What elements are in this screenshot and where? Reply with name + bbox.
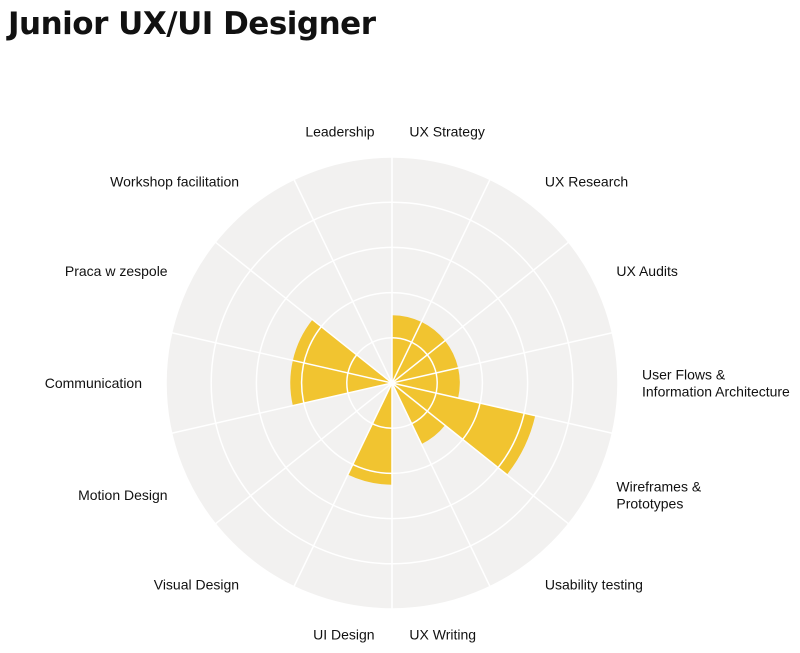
grid-spoke [391,382,491,587]
category-label: UI Design [313,627,374,643]
category-label-line: UX Strategy [409,124,484,140]
grid-spoke [171,382,393,435]
grid-spoke [391,382,613,435]
wedge-5 [392,383,446,445]
grid-spoke [391,241,570,384]
grid-spoke [391,331,613,384]
category-label-line: Prototypes [616,495,683,511]
category-label-line: UX Research [545,173,628,189]
category-label-line: Communication [45,375,142,391]
category-label: Leadership [305,124,374,140]
wedge-1 [392,321,446,383]
grid-spoke [293,382,393,587]
grid-spoke [171,331,393,384]
wedge-2 [392,340,459,383]
category-label-line: Visual Design [154,577,239,593]
category-label: Wireframes & Prototypes [616,478,701,511]
category-label: Motion Design [78,487,168,503]
wedge-7 [347,383,392,485]
category-label: User Flows & Information Architecture [642,367,790,400]
category-label-line: UX Writing [409,627,476,643]
grid-spoke [391,179,491,384]
wedge-4 [392,383,536,475]
category-label: Workshop facilitation [110,173,239,189]
category-label: Visual Design [154,577,239,593]
category-label: Communication [45,375,142,391]
wedge-3 [392,367,460,399]
grid-spoke [391,382,570,525]
category-label-line: Praca w zespole [65,263,168,279]
category-label: UX Audits [616,263,677,279]
category-label: Usability testing [545,577,643,593]
category-label: UX Research [545,173,628,189]
category-label-line: User Flows & [642,367,726,383]
chart-title: Junior UX/UI Designer [8,6,376,42]
category-label-line: UX Audits [616,263,677,279]
category-label-line: Usability testing [545,577,643,593]
category-label: UX Writing [409,627,476,643]
grid-spoke [214,382,393,525]
category-label: UX Strategy [409,124,484,140]
category-label-line: Information Architecture [642,384,790,400]
wedge-10 [290,360,392,406]
grid-spoke [293,179,393,384]
category-label: Praca w zespole [65,263,168,279]
category-label-line: Motion Design [78,487,168,503]
category-label-line: UI Design [313,627,374,643]
category-label-line: Leadership [305,124,374,140]
category-label-line: Wireframes & [616,478,701,494]
wedge-11 [292,319,392,383]
category-label-line: Workshop facilitation [110,173,239,189]
grid-spoke [214,241,393,384]
